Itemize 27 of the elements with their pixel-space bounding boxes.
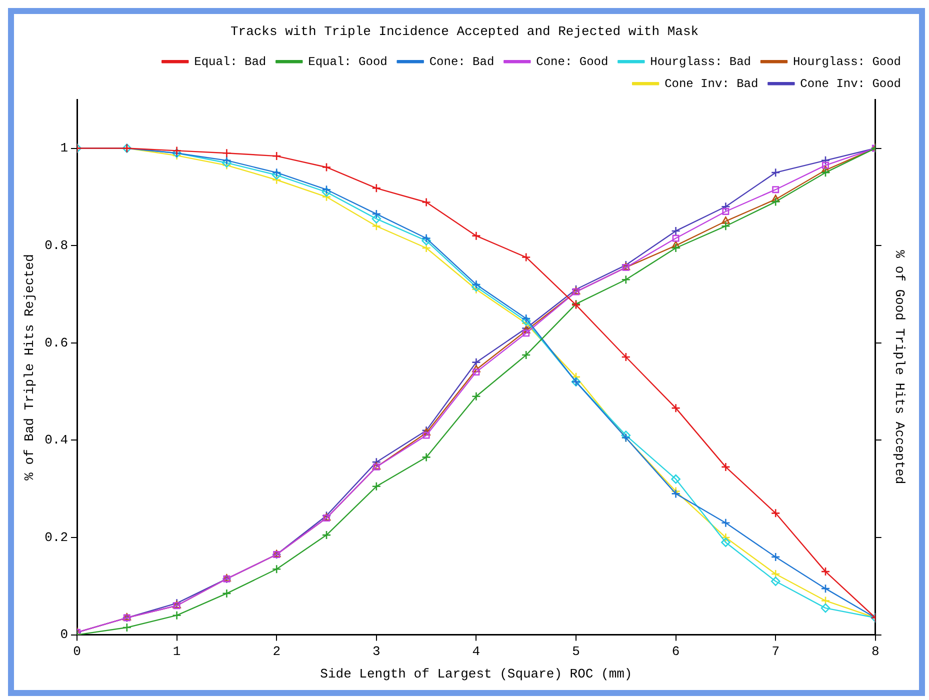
x-tick-label: 3 — [372, 644, 380, 660]
x-tick-label: 7 — [772, 644, 780, 660]
legend-label: Equal: Bad — [194, 54, 266, 69]
x-tick-label: 2 — [272, 644, 281, 660]
x-tick-label: 8 — [871, 644, 880, 660]
legend-label: Cone: Bad — [429, 54, 494, 69]
y-tick-label: 0 — [60, 627, 68, 642]
legend-label: Equal: Good — [308, 54, 388, 69]
x-tick-label: 5 — [572, 644, 580, 660]
y-tick-label: 0.2 — [44, 530, 68, 545]
x-tick-label: 4 — [472, 644, 480, 660]
x-tick-label: 6 — [672, 644, 680, 660]
y2-axis-title: % of Good Triple Hits Accepted — [892, 250, 907, 484]
legend-label: Cone Inv: Good — [800, 76, 902, 91]
legend-label: Hourglass: Bad — [650, 54, 751, 69]
legend-label: Hourglass: Good — [792, 54, 902, 69]
y-tick-label: 0.4 — [44, 432, 68, 448]
chart-title: Tracks with Triple Incidence Accepted and Rejected with Mask — [230, 24, 699, 40]
legend-label: Cone: Good — [536, 54, 608, 69]
legend-label: Cone Inv: Bad — [664, 76, 758, 91]
y-axis-title: % of Bad Triple Hits Rejected — [22, 254, 38, 480]
x-tick-label: 1 — [172, 644, 181, 660]
y-tick-label: 0.8 — [44, 238, 68, 253]
x-tick-label: 0 — [73, 644, 81, 660]
x-axis-title: Side Length of Largest (Square) ROC (mm) — [320, 666, 632, 682]
y-tick-label: 0.6 — [44, 335, 68, 350]
y-tick-label: 1 — [60, 140, 68, 156]
